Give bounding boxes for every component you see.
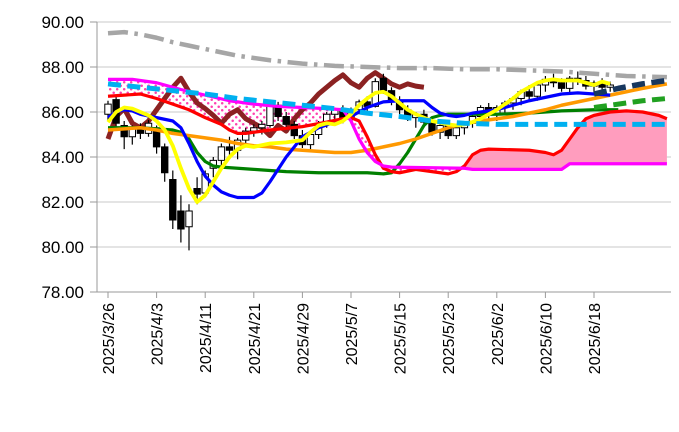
candle-up [185, 210, 193, 228]
gray-dash-dot-line [107, 29, 667, 80]
x-axis-label: 2025/5/23 [441, 303, 458, 374]
candle-up [217, 146, 226, 161]
x-axis-label: 2025/6/10 [538, 303, 555, 374]
candle-down [169, 179, 177, 221]
candle-down [525, 91, 533, 97]
y-axis-label: 86.00 [41, 103, 84, 122]
candle-down [557, 82, 566, 89]
x-axis-label: 2025/6/18 [587, 303, 604, 374]
candle-up [104, 103, 112, 115]
navy-dashed-line [593, 77, 668, 97]
y-axis-label: 84.00 [41, 148, 84, 167]
y-axis-label: 78.00 [41, 283, 84, 302]
candle-up [242, 130, 250, 141]
orange-line [107, 82, 668, 155]
candle-up [452, 127, 461, 137]
x-axis-label: 2025/6/2 [490, 303, 507, 365]
y-axis-label: 88.00 [41, 58, 84, 77]
candle-up [266, 104, 274, 126]
y-axis-label: 90.00 [41, 13, 84, 32]
candle-up [606, 84, 614, 88]
candle-down [177, 210, 185, 230]
x-axis-label: 2025/4/21 [247, 303, 264, 374]
candle-down [161, 146, 169, 174]
green-dashed-line [593, 96, 668, 110]
candle-down [428, 121, 436, 133]
candle-down [225, 146, 234, 151]
candle-down [290, 123, 299, 137]
candle-up [566, 77, 574, 89]
yellow-line [106, 77, 611, 204]
y-axis-labels: 90.00 88.00 86.00 84.00 82.00 80.00 78.00 [41, 13, 84, 302]
x-axis-label: 2025/4/3 [150, 303, 167, 365]
x-axis-label: 2025/4/29 [295, 303, 312, 374]
x-axis-label: 2025/5/15 [393, 303, 410, 374]
candle-up [533, 84, 541, 97]
candle-down [120, 125, 128, 138]
x-axis-label: 2025/5/7 [344, 303, 361, 365]
axes [90, 21, 671, 298]
y-axis-label: 80.00 [41, 238, 84, 257]
x-axis-label: 2025/4/11 [198, 303, 215, 373]
cyan-dashed-line [107, 81, 667, 127]
y-axis-label: 82.00 [41, 193, 84, 212]
candle-down [193, 188, 201, 195]
candle-down [282, 116, 290, 125]
x-axis-labels: 2025/3/26 2025/4/3 2025/4/11 2025/4/21 2025/… [101, 303, 604, 374]
red-cloud-line [107, 92, 668, 176]
x-axis-label: 2025/3/26 [101, 303, 118, 374]
candle-down [379, 77, 388, 92]
candle-up [258, 123, 266, 129]
